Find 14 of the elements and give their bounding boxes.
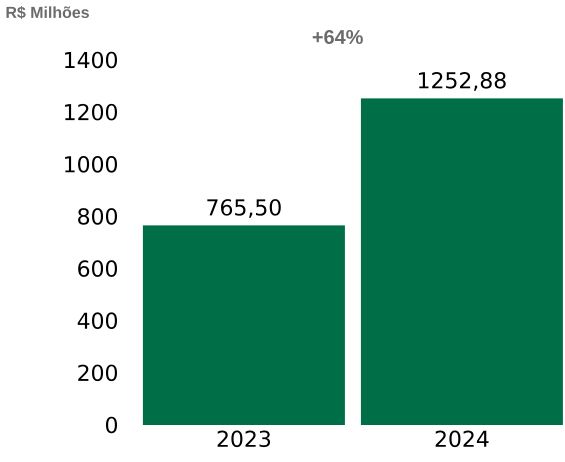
- y-tick-label: 400: [78, 312, 118, 330]
- data-label: 765,50: [207, 199, 281, 218]
- y-tick-label: 800: [78, 208, 118, 225]
- x-tick-label: 2023: [218, 430, 270, 448]
- y-axis-title: R$ Milhões: [6, 6, 89, 20]
- y-tick-label: 1000: [65, 156, 118, 173]
- text: +64%: [312, 30, 363, 44]
- y-tick-label: 1200: [65, 104, 118, 120]
- y-tick-label: 600: [78, 260, 118, 277]
- x-tick-label: 2024: [436, 430, 489, 448]
- y-tick-label: 200: [78, 364, 118, 382]
- data-label: 1252,88: [418, 72, 506, 91]
- y-tick-label: 1400: [65, 52, 118, 68]
- y-tick-label: 0: [106, 416, 118, 434]
